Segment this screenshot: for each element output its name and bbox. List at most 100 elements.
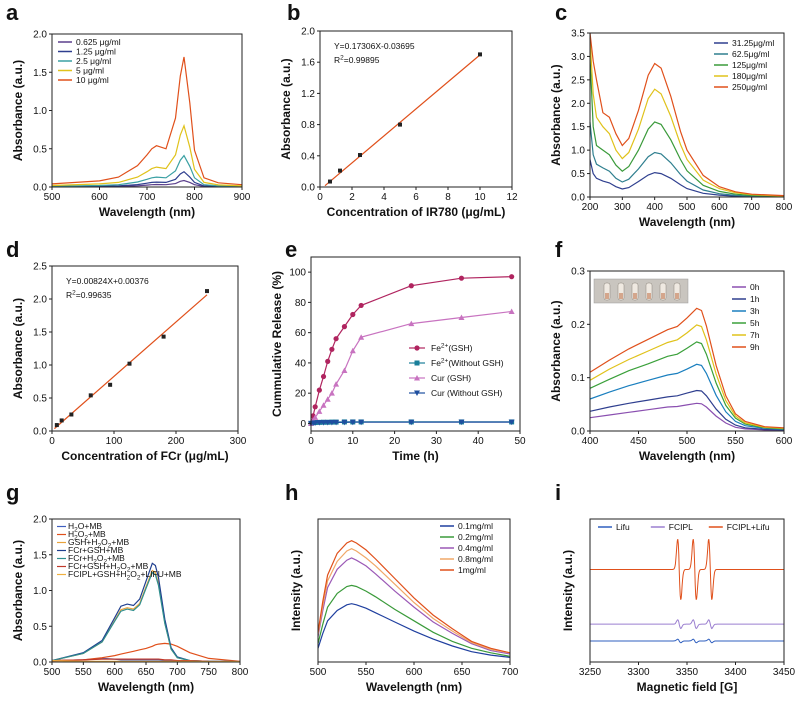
legend-label-part: 2+ (441, 358, 449, 365)
y-tick-label: 2.5 (33, 262, 47, 273)
x-tick-label: 600 (91, 192, 108, 203)
data-point (325, 358, 331, 364)
y-tick-label: 40 (295, 358, 307, 369)
y-tick-label: 20 (295, 389, 307, 400)
legend-label: 0.1mg/ml (458, 521, 493, 531)
series-line (589, 56, 785, 197)
data-point (358, 419, 365, 426)
legend-label-part: 2 (104, 559, 108, 566)
y-tick-label: 1.0 (33, 106, 47, 117)
legend-label: 5 μg/ml (76, 66, 104, 76)
legend-label: Lifu (616, 522, 630, 532)
legend-label-part: 2 (127, 575, 131, 582)
x-tick-label: 3450 (773, 667, 796, 678)
series-line (51, 571, 241, 663)
x-tick-label: 700 (169, 667, 186, 678)
data-point (328, 390, 335, 396)
x-axis-title: Concentration of FCr (μg/mL) (61, 449, 228, 463)
x-tick-label: 3300 (627, 667, 650, 678)
series-line (317, 540, 511, 654)
plot-frame (310, 256, 521, 432)
data-point (408, 283, 414, 289)
x-tick-label: 100 (106, 436, 123, 447)
data-point (69, 412, 74, 417)
legend-label: 1mg/ml (458, 565, 486, 575)
data-point (333, 419, 340, 426)
y-axis-title: Cummulative Release (%) (270, 271, 284, 417)
data-point (320, 420, 327, 426)
data-point (338, 168, 342, 173)
y-tick-label: 2.0 (301, 27, 315, 38)
y-tick-label: 1.0 (33, 361, 47, 372)
legend-label-part: FCr+GSH+MB (68, 545, 124, 555)
x-tick-label: 10 (474, 192, 486, 203)
y-tick-label: 0.5 (571, 169, 585, 180)
legend-label: FCIPL+GSH+H2O2+LIFU+MB (68, 569, 182, 582)
legend-label-part: 2 (127, 567, 131, 574)
legend-label: GSH+H2O2+MB (68, 537, 129, 550)
data-point (508, 308, 515, 314)
x-axis-title: Wavelength (nm) (366, 680, 462, 694)
data-point (414, 390, 420, 396)
x-tick-label: 400 (582, 436, 599, 447)
data-point (333, 381, 340, 387)
y-tick-label: 0.0 (571, 427, 585, 438)
x-tick-label: 750 (200, 667, 217, 678)
data-point (329, 346, 335, 352)
legend-label: FCr+GSH+H2O2+MB (68, 561, 149, 574)
legend-label-part: (Without GSH) (448, 358, 503, 368)
series-line (589, 363, 785, 430)
y-tick-label: 100 (289, 268, 306, 279)
x-tick-label: 2 (349, 192, 355, 203)
data-point (108, 382, 113, 387)
series-line (51, 154, 243, 187)
legend-label: 0.4mg/ml (458, 543, 493, 553)
panel-a: 0.625 μg/ml1.25 μg/ml2.5 μg/ml5 μg/ml10 … (6, 0, 251, 219)
series-group (590, 539, 784, 644)
x-tick-label: 300 (614, 202, 631, 213)
x-tick-label: 600 (406, 667, 423, 678)
x-tick-label: 30 (431, 436, 443, 447)
data-point (328, 179, 332, 184)
legend-label-part: 2 (108, 543, 112, 550)
x-tick-label: 700 (502, 667, 519, 678)
series-line (51, 123, 243, 187)
x-tick-label: 500 (310, 667, 327, 678)
panel-e: Fe2+(GSH)Fe2+(Without GSH)Cur (GSH)Cur (… (270, 237, 526, 463)
y-tick-label: 3.5 (571, 29, 585, 40)
vial-liquid (675, 293, 679, 299)
data-point (358, 334, 365, 340)
panel-label: f (555, 237, 563, 262)
y-tick-label: 0.8 (301, 120, 315, 131)
vial-liquid (619, 293, 623, 299)
y-tick-label: 0.5 (33, 394, 47, 405)
series-line (51, 658, 241, 663)
data-point (333, 336, 339, 342)
legend-label-part: Fe (431, 358, 441, 368)
legend-label-part: Fe (431, 343, 441, 353)
data-point (328, 420, 335, 426)
legend-label-part: +MB (111, 537, 129, 547)
r2-value: =0.99635 (76, 290, 112, 300)
y-tick-label: 2.0 (571, 99, 585, 110)
x-tick-label: 4 (381, 192, 387, 203)
x-tick-label: 900 (234, 192, 251, 203)
fit-r-squared: R2=0.99895 (334, 55, 380, 66)
x-tick-label: 3400 (724, 667, 747, 678)
plot-frame (51, 265, 239, 432)
legend-label-part: O (97, 553, 104, 563)
y-tick-label: 0.0 (33, 427, 47, 438)
series-line (590, 638, 784, 644)
r2-value: =0.99895 (344, 55, 380, 65)
legend-label: FCr+GSH+MB (68, 545, 124, 555)
panel-label: c (555, 0, 567, 25)
y-tick-label: 0.0 (301, 183, 315, 194)
y-tick-label: 3.0 (571, 52, 585, 63)
panel-label: e (285, 237, 297, 262)
vial-liquid (633, 293, 637, 299)
legend-label-part: Cur (Without GSH) (431, 388, 502, 398)
y-axis-title: Intensity (a.u.) (561, 550, 575, 631)
legend-label: Cur (GSH) (431, 373, 471, 383)
series-line (317, 603, 511, 658)
series-line (589, 389, 785, 431)
